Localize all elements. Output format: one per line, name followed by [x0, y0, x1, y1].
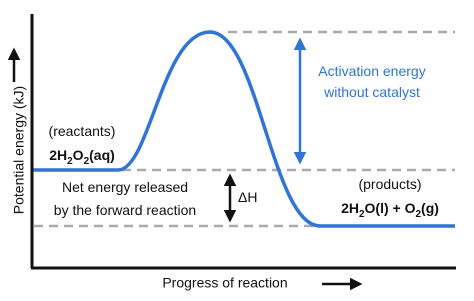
- formula-sub: 2: [359, 209, 365, 220]
- y-axis-label: Potential energy (kJ): [11, 86, 27, 214]
- net-energy-label: by the forward reaction: [54, 202, 196, 218]
- formula-sub: 2: [67, 156, 73, 167]
- x-axis-label: Progress of reaction: [162, 275, 287, 291]
- formula-part: 2H: [49, 147, 67, 163]
- formula-part: O(l) + O: [365, 200, 416, 216]
- energy-curve: [32, 30, 455, 228]
- formula-part: (g): [421, 200, 439, 216]
- formula-part: 2H: [341, 200, 359, 216]
- formula-sub: 2: [84, 156, 90, 167]
- formula-sub: 2: [415, 209, 421, 220]
- net-energy-label: Net energy released: [62, 179, 188, 195]
- formula-part: (aq): [89, 147, 115, 163]
- product-formula: 2H2O(l) + O2(g): [341, 200, 439, 220]
- activation-label: without catalyst: [323, 84, 420, 100]
- reactant-formula: 2H2O2(aq): [49, 147, 115, 167]
- products-label: (products): [358, 176, 421, 192]
- formula-part: O: [73, 147, 84, 163]
- activation-label: Activation energy: [318, 63, 425, 79]
- delta-h-label: ΔH: [238, 189, 257, 205]
- reactants-label: (reactants): [49, 123, 116, 139]
